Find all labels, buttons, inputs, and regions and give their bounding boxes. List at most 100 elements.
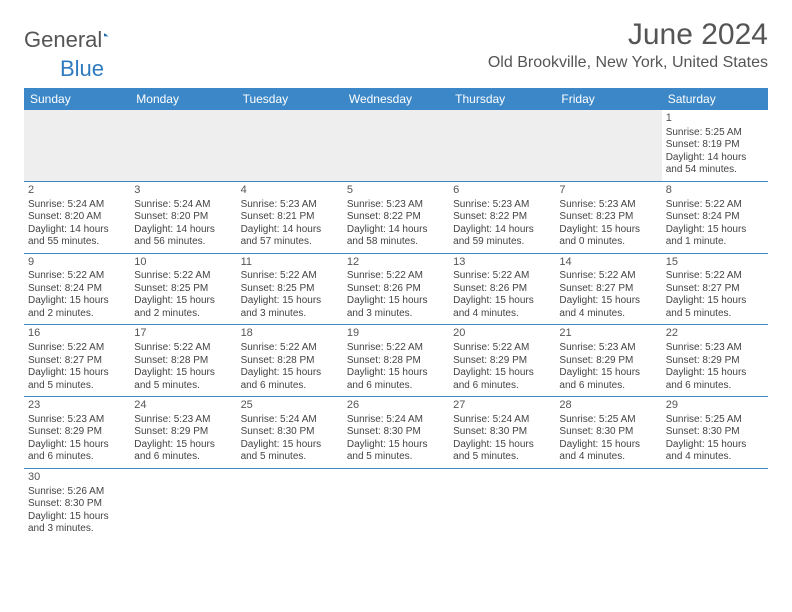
sunset-text: Sunset: 8:19 PM [666,139,764,152]
day-number: 23 [28,399,126,413]
day-cell: 13Sunrise: 5:22 AMSunset: 8:26 PMDayligh… [449,254,555,325]
sunrise-text: Sunrise: 5:24 AM [134,199,232,212]
day-cell [662,469,768,540]
day-header-cell: Monday [130,88,236,110]
day-number: 27 [453,399,551,413]
day-number: 30 [28,471,126,485]
week-row: 2Sunrise: 5:24 AMSunset: 8:20 AMDaylight… [24,182,768,254]
sunset-text: Sunset: 8:30 PM [453,426,551,439]
day-number: 10 [134,256,232,270]
daylight-text: Daylight: 15 hours and 3 minutes. [347,295,445,320]
sunrise-text: Sunrise: 5:22 AM [28,342,126,355]
day-cell: 22Sunrise: 5:23 AMSunset: 8:29 PMDayligh… [662,325,768,396]
day-cell: 30Sunrise: 5:26 AMSunset: 8:30 PMDayligh… [24,469,130,540]
day-number: 28 [559,399,657,413]
day-cell: 11Sunrise: 5:22 AMSunset: 8:25 PMDayligh… [237,254,343,325]
daylight-text: Daylight: 15 hours and 6 minutes. [666,367,764,392]
day-number: 5 [347,184,445,198]
sunrise-text: Sunrise: 5:22 AM [134,342,232,355]
day-cell: 23Sunrise: 5:23 AMSunset: 8:29 PMDayligh… [24,397,130,468]
week-row: 30Sunrise: 5:26 AMSunset: 8:30 PMDayligh… [24,469,768,540]
day-cell: 6Sunrise: 5:23 AMSunset: 8:22 PMDaylight… [449,182,555,253]
day-cell: 16Sunrise: 5:22 AMSunset: 8:27 PMDayligh… [24,325,130,396]
sunrise-text: Sunrise: 5:22 AM [347,342,445,355]
day-cell: 27Sunrise: 5:24 AMSunset: 8:30 PMDayligh… [449,397,555,468]
sunset-text: Sunset: 8:26 PM [347,283,445,296]
day-cell: 12Sunrise: 5:22 AMSunset: 8:26 PMDayligh… [343,254,449,325]
daylight-text: Daylight: 15 hours and 1 minute. [666,224,764,249]
sunset-text: Sunset: 8:29 PM [28,426,126,439]
sunrise-text: Sunrise: 5:22 AM [241,270,339,283]
day-header-cell: Friday [555,88,661,110]
sunset-text: Sunset: 8:29 PM [134,426,232,439]
day-number: 29 [666,399,764,413]
day-number: 1 [666,112,764,126]
day-header-row: SundayMondayTuesdayWednesdayThursdayFrid… [24,88,768,110]
day-number: 12 [347,256,445,270]
sunrise-text: Sunrise: 5:23 AM [453,199,551,212]
sunset-text: Sunset: 8:20 AM [28,211,126,224]
sunrise-text: Sunrise: 5:24 AM [453,414,551,427]
day-number: 7 [559,184,657,198]
sunset-text: Sunset: 8:25 PM [241,283,339,296]
sunset-text: Sunset: 8:30 PM [28,498,126,511]
sunrise-text: Sunrise: 5:23 AM [559,199,657,212]
day-cell [343,469,449,540]
day-cell [24,110,130,181]
day-cell [130,110,236,181]
day-cell: 14Sunrise: 5:22 AMSunset: 8:27 PMDayligh… [555,254,661,325]
daylight-text: Daylight: 14 hours and 58 minutes. [347,224,445,249]
logo: General [24,26,130,54]
day-number: 20 [453,327,551,341]
daylight-text: Daylight: 15 hours and 5 minutes. [347,439,445,464]
day-cell: 25Sunrise: 5:24 AMSunset: 8:30 PMDayligh… [237,397,343,468]
sunrise-text: Sunrise: 5:23 AM [347,199,445,212]
day-cell [449,469,555,540]
day-header-cell: Tuesday [237,88,343,110]
daylight-text: Daylight: 15 hours and 4 minutes. [453,295,551,320]
day-number: 16 [28,327,126,341]
day-header-cell: Saturday [662,88,768,110]
daylight-text: Daylight: 15 hours and 0 minutes. [559,224,657,249]
sunrise-text: Sunrise: 5:22 AM [559,270,657,283]
daylight-text: Daylight: 15 hours and 6 minutes. [28,439,126,464]
sunset-text: Sunset: 8:30 PM [559,426,657,439]
logo-text-a: General [24,27,102,53]
day-number: 11 [241,256,339,270]
sunset-text: Sunset: 8:25 PM [134,283,232,296]
sunset-text: Sunset: 8:28 PM [241,355,339,368]
week-row: 16Sunrise: 5:22 AMSunset: 8:27 PMDayligh… [24,325,768,397]
day-number: 17 [134,327,232,341]
sunset-text: Sunset: 8:29 PM [559,355,657,368]
daylight-text: Daylight: 15 hours and 3 minutes. [28,511,126,536]
day-cell: 8Sunrise: 5:22 AMSunset: 8:24 PMDaylight… [662,182,768,253]
daylight-text: Daylight: 15 hours and 6 minutes. [453,367,551,392]
day-cell [555,469,661,540]
sunrise-text: Sunrise: 5:22 AM [666,199,764,212]
daylight-text: Daylight: 15 hours and 4 minutes. [559,295,657,320]
day-cell: 29Sunrise: 5:25 AMSunset: 8:30 PMDayligh… [662,397,768,468]
day-cell: 7Sunrise: 5:23 AMSunset: 8:23 PMDaylight… [555,182,661,253]
day-header-cell: Wednesday [343,88,449,110]
day-header-cell: Sunday [24,88,130,110]
sunset-text: Sunset: 8:22 PM [347,211,445,224]
logo-text-b: Blue [60,56,104,82]
flag-icon [104,26,109,44]
sunrise-text: Sunrise: 5:23 AM [28,414,126,427]
daylight-text: Daylight: 15 hours and 6 minutes. [347,367,445,392]
sunrise-text: Sunrise: 5:24 AM [241,414,339,427]
month-title: June 2024 [488,18,768,52]
day-number: 4 [241,184,339,198]
sunrise-text: Sunrise: 5:25 AM [666,414,764,427]
day-cell [343,110,449,181]
day-cell: 5Sunrise: 5:23 AMSunset: 8:22 PMDaylight… [343,182,449,253]
daylight-text: Daylight: 14 hours and 59 minutes. [453,224,551,249]
day-number: 6 [453,184,551,198]
daylight-text: Daylight: 15 hours and 6 minutes. [134,439,232,464]
sunrise-text: Sunrise: 5:23 AM [134,414,232,427]
daylight-text: Daylight: 15 hours and 5 minutes. [134,367,232,392]
daylight-text: Daylight: 15 hours and 4 minutes. [666,439,764,464]
daylight-text: Daylight: 14 hours and 57 minutes. [241,224,339,249]
week-row: 1Sunrise: 5:25 AMSunset: 8:19 PMDaylight… [24,110,768,182]
day-cell [130,469,236,540]
